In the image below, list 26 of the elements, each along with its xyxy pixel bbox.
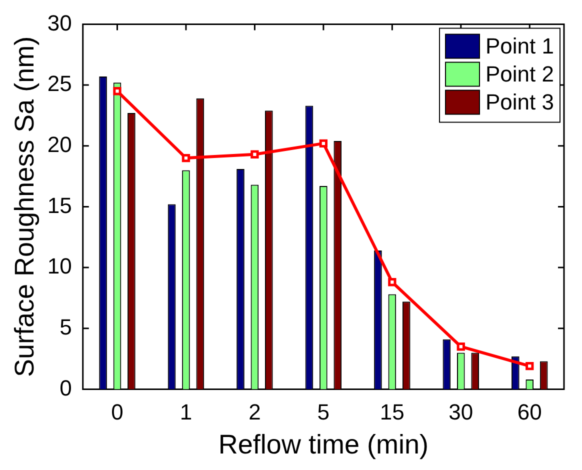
y-tick-label: 0 (60, 375, 72, 400)
x-tick-label: 1 (180, 399, 192, 424)
y-tick-label: 15 (47, 192, 72, 218)
point (388, 278, 396, 286)
x-axis-title: Reflow time (min) (218, 429, 428, 460)
legend-label: Point 1 (486, 33, 554, 58)
x-tick-label: 2 (248, 399, 261, 424)
point (456, 342, 465, 351)
point (182, 154, 190, 162)
legend-label: Point 3 (486, 89, 554, 114)
x-tick-label: 60 (517, 399, 542, 424)
x-tick-label: 0 (111, 399, 124, 424)
x-tick-label: 5 (317, 399, 330, 424)
y-tick-label: 20 (47, 132, 72, 157)
point (250, 150, 259, 158)
y-tick-label: 25 (47, 71, 72, 96)
x-tick-label: 30 (448, 399, 474, 424)
legend-label: Point 2 (486, 61, 554, 86)
x-tick-label: 15 (380, 399, 404, 424)
y-tick-label: 10 (47, 254, 72, 279)
point (113, 87, 122, 96)
point (526, 362, 534, 370)
y-tick-label: 5 (60, 314, 72, 340)
point (319, 139, 328, 148)
y-tick-label: 30 (47, 10, 72, 36)
y-axis-title: Surface Roughness Sa (nm) (10, 36, 40, 378)
